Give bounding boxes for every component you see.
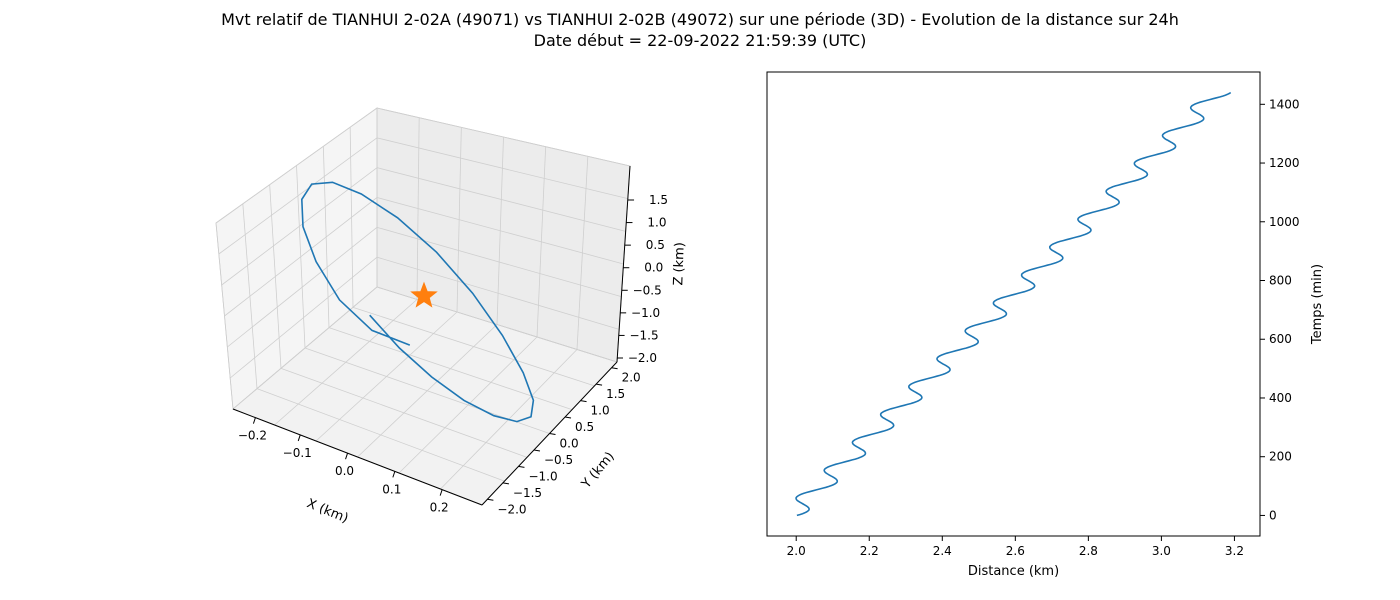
chart-3d-relative-motion: −0.2 −0.1 0.0 0.1 0.2 −2.0 −1.5 −1.0 −0.5 0.0 0.5 1… (215, 107, 688, 526)
star-marker (410, 281, 438, 308)
x-tick (252, 417, 256, 424)
z-tick-label: 0.0 (644, 261, 663, 275)
x-tick-label: 2.8 (1079, 544, 1098, 558)
x-tick-label: 2.2 (860, 544, 879, 558)
figure-title: Mvt relatif de TIANHUI 2-02A (49071) vs … (0, 9, 1400, 51)
y-tick-label: 0 (1269, 508, 1277, 522)
y-tick-label: 600 (1269, 332, 1292, 346)
x-tick-label: 2.0 (787, 544, 806, 558)
distance-line (795, 91, 1232, 517)
z-tick-label: −0.5 (633, 283, 662, 297)
y-tick (611, 367, 618, 370)
y-tick-label: 200 (1269, 450, 1292, 464)
x-axis-label: X (km) (305, 496, 351, 526)
grid-line (376, 107, 631, 167)
y-tick (580, 400, 587, 403)
y-tick (502, 482, 510, 485)
ticks-3d: −0.2 −0.1 0.0 0.1 0.2 −2.0 −1.5 −1.0 −0.5 0.0 0.5 1… (238, 193, 668, 516)
title-line-2: Date début = 22-09-2022 21:59:39 (UTC) (533, 31, 867, 50)
z-tick-label: −1.5 (629, 328, 658, 342)
z-tick-label: −2.0 (628, 351, 657, 365)
orbit-line (300, 181, 535, 423)
y-tick-label: −1.0 (528, 469, 557, 483)
orbit-path (300, 181, 535, 423)
time-axis-label: Temps (min) (1310, 264, 1325, 345)
x-tick-label: −0.1 (283, 446, 312, 460)
y-tick-label: 1400 (1269, 97, 1300, 111)
y-tick-label: 800 (1269, 274, 1292, 288)
y-tick-label: 1200 (1269, 156, 1300, 170)
y-tick-label: 400 (1269, 391, 1292, 405)
z-axis-label: Z (km) (671, 242, 688, 286)
z-tick-label: 1.5 (649, 193, 668, 207)
grid-line (218, 137, 378, 255)
plot-area (766, 71, 1261, 537)
origin-star-marker (410, 281, 438, 308)
y-tick (564, 416, 572, 419)
grid-line (352, 306, 595, 387)
y-tick (533, 449, 541, 452)
x-axis-line (232, 408, 483, 506)
x-tick (392, 471, 396, 478)
x-tick-label: 3.2 (1225, 544, 1244, 558)
y-tick (487, 498, 494, 501)
x-tick-label: −0.2 (238, 429, 267, 443)
x-tick-label: 0.2 (430, 501, 449, 515)
y-tick-label: −2.0 (497, 502, 526, 516)
x-tick (345, 453, 349, 460)
y-tick-label: 1.5 (606, 387, 625, 401)
x-tick-label: 0.1 (382, 482, 401, 496)
x-tick-label: 2.4 (933, 544, 952, 558)
x-tick (439, 489, 443, 496)
grid-line (376, 286, 618, 363)
z-tick-label: 0.5 (646, 238, 665, 252)
x-tick-label: 0.0 (335, 464, 354, 478)
x-ticks: 2.0 2.2 2.4 2.6 2.8 3.0 3.2 (787, 536, 1244, 558)
y-ticks: 0 200 400 600 800 1000 1200 1400 (1260, 97, 1300, 522)
y-tick-label: 0.5 (575, 420, 594, 434)
y-tick (595, 383, 603, 386)
distance-path (795, 91, 1232, 517)
y-tick (518, 465, 525, 468)
y-tick-label: 1000 (1269, 215, 1300, 229)
x-tick-label: 2.6 (1006, 544, 1025, 558)
title-line-1: Mvt relatif de TIANHUI 2-02A (49071) vs … (221, 10, 1179, 29)
distance-axis-label: Distance (km) (968, 564, 1059, 579)
z-axis-line (616, 165, 631, 363)
x-tick-label: 3.0 (1152, 544, 1171, 558)
z-tick-label: −1.0 (631, 306, 660, 320)
z-tick-label: 1.0 (647, 216, 666, 230)
y-tick-label: 1.0 (591, 404, 610, 418)
grid-line (376, 137, 628, 200)
y-tick-label: 0.0 (560, 437, 579, 451)
y-tick-label: −0.5 (544, 453, 573, 467)
y-tick-label: 2.0 (622, 371, 641, 385)
y-tick (549, 433, 556, 435)
x-tick (297, 434, 301, 442)
grid-line (215, 107, 378, 224)
y-tick-label: −1.5 (513, 486, 542, 500)
y-axis-label: Y (km) (578, 449, 617, 492)
